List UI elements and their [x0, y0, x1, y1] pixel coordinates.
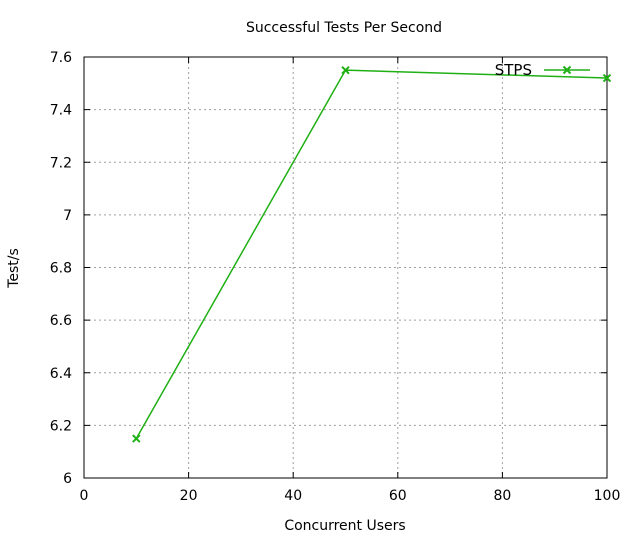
data-point [341, 65, 350, 75]
x-tick-label: 100 [594, 488, 621, 504]
x-tick-label: 0 [80, 488, 89, 504]
legend: STPS [495, 61, 590, 79]
y-tick-label: 7.2 [50, 155, 72, 171]
y-tick-label: 6 [63, 471, 72, 487]
y-tick-label: 7.6 [50, 50, 72, 66]
y-tick-label: 6.2 [50, 418, 72, 434]
x-tick-label: 40 [284, 488, 302, 504]
x-tick-label: 80 [493, 488, 511, 504]
x-tick-label: 60 [389, 488, 407, 504]
y-tick-label: 7 [63, 208, 72, 224]
y-tick-label: 7.4 [50, 103, 72, 119]
x-axis-label: Concurrent Users [284, 518, 405, 534]
data-point [132, 434, 141, 443]
y-tick-label: 6.4 [50, 366, 72, 382]
ticks-layer: 0 20 40 60 80 100 6 6.2 6.4 6.6 6.8 7 7.2 7.4 7.6 [50, 50, 621, 504]
data-point [602, 73, 612, 83]
legend-marker-x [562, 65, 572, 75]
legend-marker-stps [562, 65, 572, 75]
series-layer [132, 65, 612, 443]
y-axis-label: Test/s [6, 248, 22, 289]
grid-layer [84, 57, 607, 478]
series-line-stps [135, 69, 608, 439]
chart-title: Successful Tests Per Second [246, 20, 442, 36]
legend-label-stps: STPS [495, 61, 532, 79]
y-tick-label: 6.6 [50, 313, 72, 329]
x-tick-label: 20 [180, 488, 198, 504]
y-tick-label: 6.8 [50, 261, 72, 277]
